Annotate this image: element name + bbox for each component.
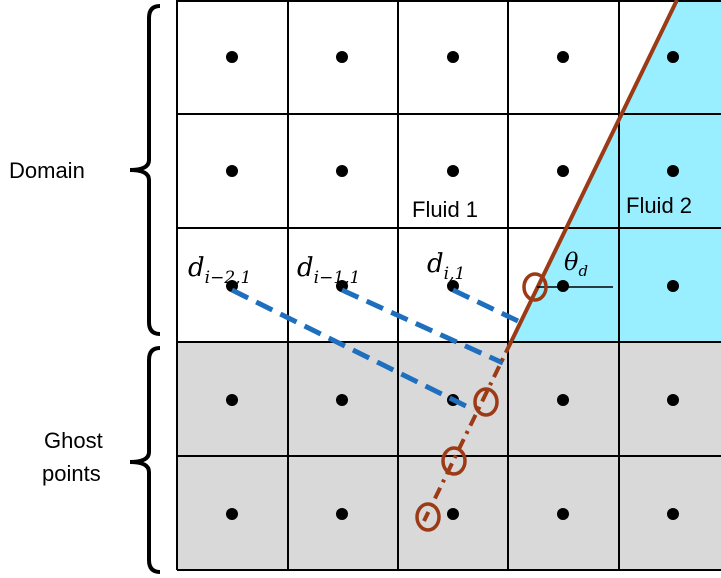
distance-lines [230, 287, 522, 413]
distance-line-i-1 [340, 287, 505, 366]
grid-point [447, 165, 459, 177]
fluid2-label: Fluid 2 [626, 193, 692, 218]
angle-label: θd [564, 248, 588, 280]
grid-point [557, 51, 569, 63]
fluid2-region [511, 0, 721, 342]
interface-marker [441, 446, 467, 476]
distance-label-i-1: di−1,1 [297, 253, 360, 288]
distance-label-i-2: di−2,1 [188, 253, 251, 288]
ghost-point [336, 508, 348, 520]
ghost-label-line1: Ghost [44, 428, 103, 453]
ghost-point [557, 508, 569, 520]
domain-bracket [129, 4, 161, 336]
ghost-point [667, 508, 679, 520]
interface-markers [415, 272, 548, 532]
ghost-point [226, 508, 238, 520]
domain-label: Domain [9, 158, 85, 183]
grid-point [667, 51, 679, 63]
cell-centers [226, 51, 679, 520]
interface-marker [415, 502, 441, 532]
interface-marker [473, 387, 499, 417]
ghost-point [667, 394, 679, 406]
grid-point [226, 51, 238, 63]
interface-extension-line [422, 341, 513, 522]
fluid1-label: Fluid 1 [412, 197, 478, 222]
grid-point [667, 280, 679, 292]
ghost-point [447, 508, 459, 520]
ghost-point [557, 394, 569, 406]
distance-label-i: di,1 [427, 249, 465, 284]
interface-marker [522, 272, 548, 302]
distance-line-i-2 [230, 287, 476, 413]
distance-line-i [451, 287, 522, 325]
cell-grid [176, 0, 721, 571]
ghost-bracket [129, 346, 161, 574]
grid-point [336, 165, 348, 177]
grid-point [557, 280, 569, 292]
ghost-point [226, 394, 238, 406]
interface-line [509, 0, 679, 343]
grid-point [336, 51, 348, 63]
grid-point [667, 165, 679, 177]
grid-point [226, 165, 238, 177]
grid-point [447, 51, 459, 63]
ghost-label-line2: points [42, 461, 101, 486]
grid-point [557, 165, 569, 177]
ghost-point [336, 394, 348, 406]
